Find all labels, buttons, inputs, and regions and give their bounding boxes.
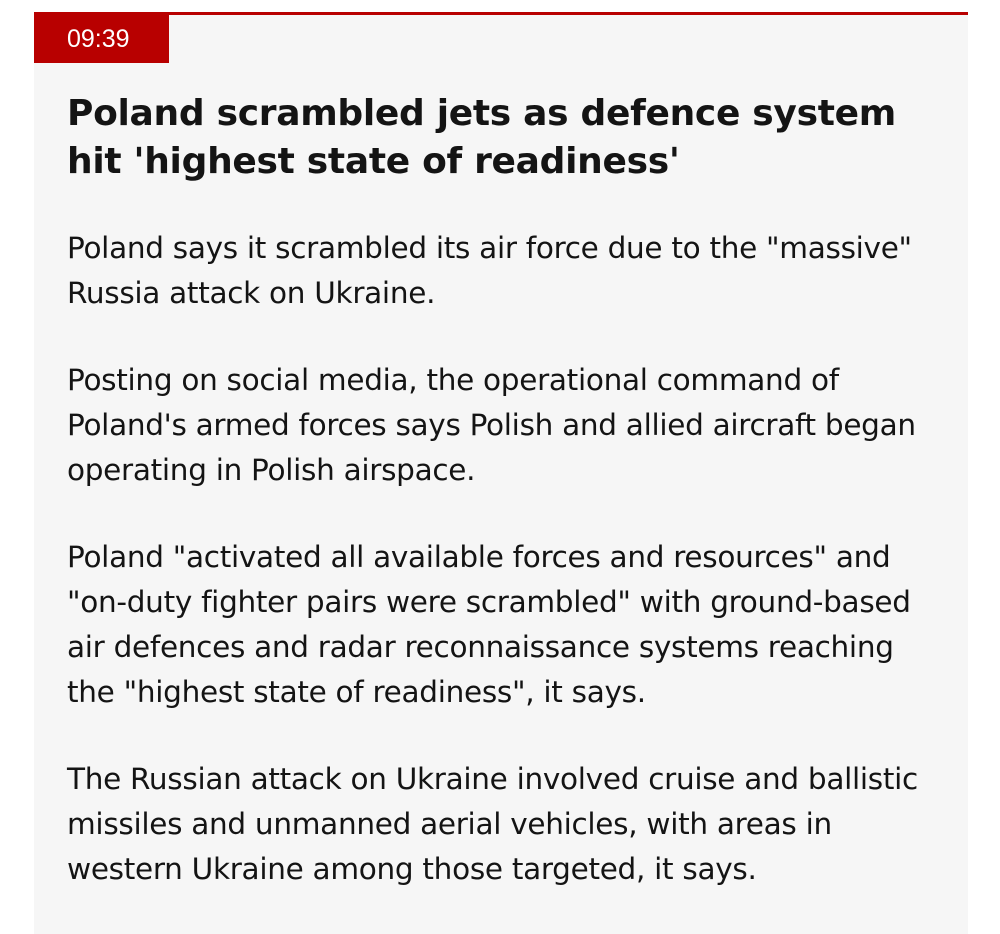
post-headline: Poland scrambled jets as defence system … — [67, 93, 896, 182]
post-paragraph: Poland "activated all available forces a… — [67, 540, 911, 709]
post-paragraph: Poland says it scrambled its air force d… — [67, 231, 912, 310]
post-content: Poland scrambled jets as defence system … — [67, 90, 947, 892]
post-paragraph: Posting on social media, the operational… — [67, 363, 916, 487]
live-post-card: 09:39 Poland scrambled jets as defence s… — [34, 12, 968, 934]
post-paragraph: The Russian attack on Ukraine involved c… — [67, 762, 918, 886]
timestamp-badge: 09:39 — [34, 15, 169, 63]
